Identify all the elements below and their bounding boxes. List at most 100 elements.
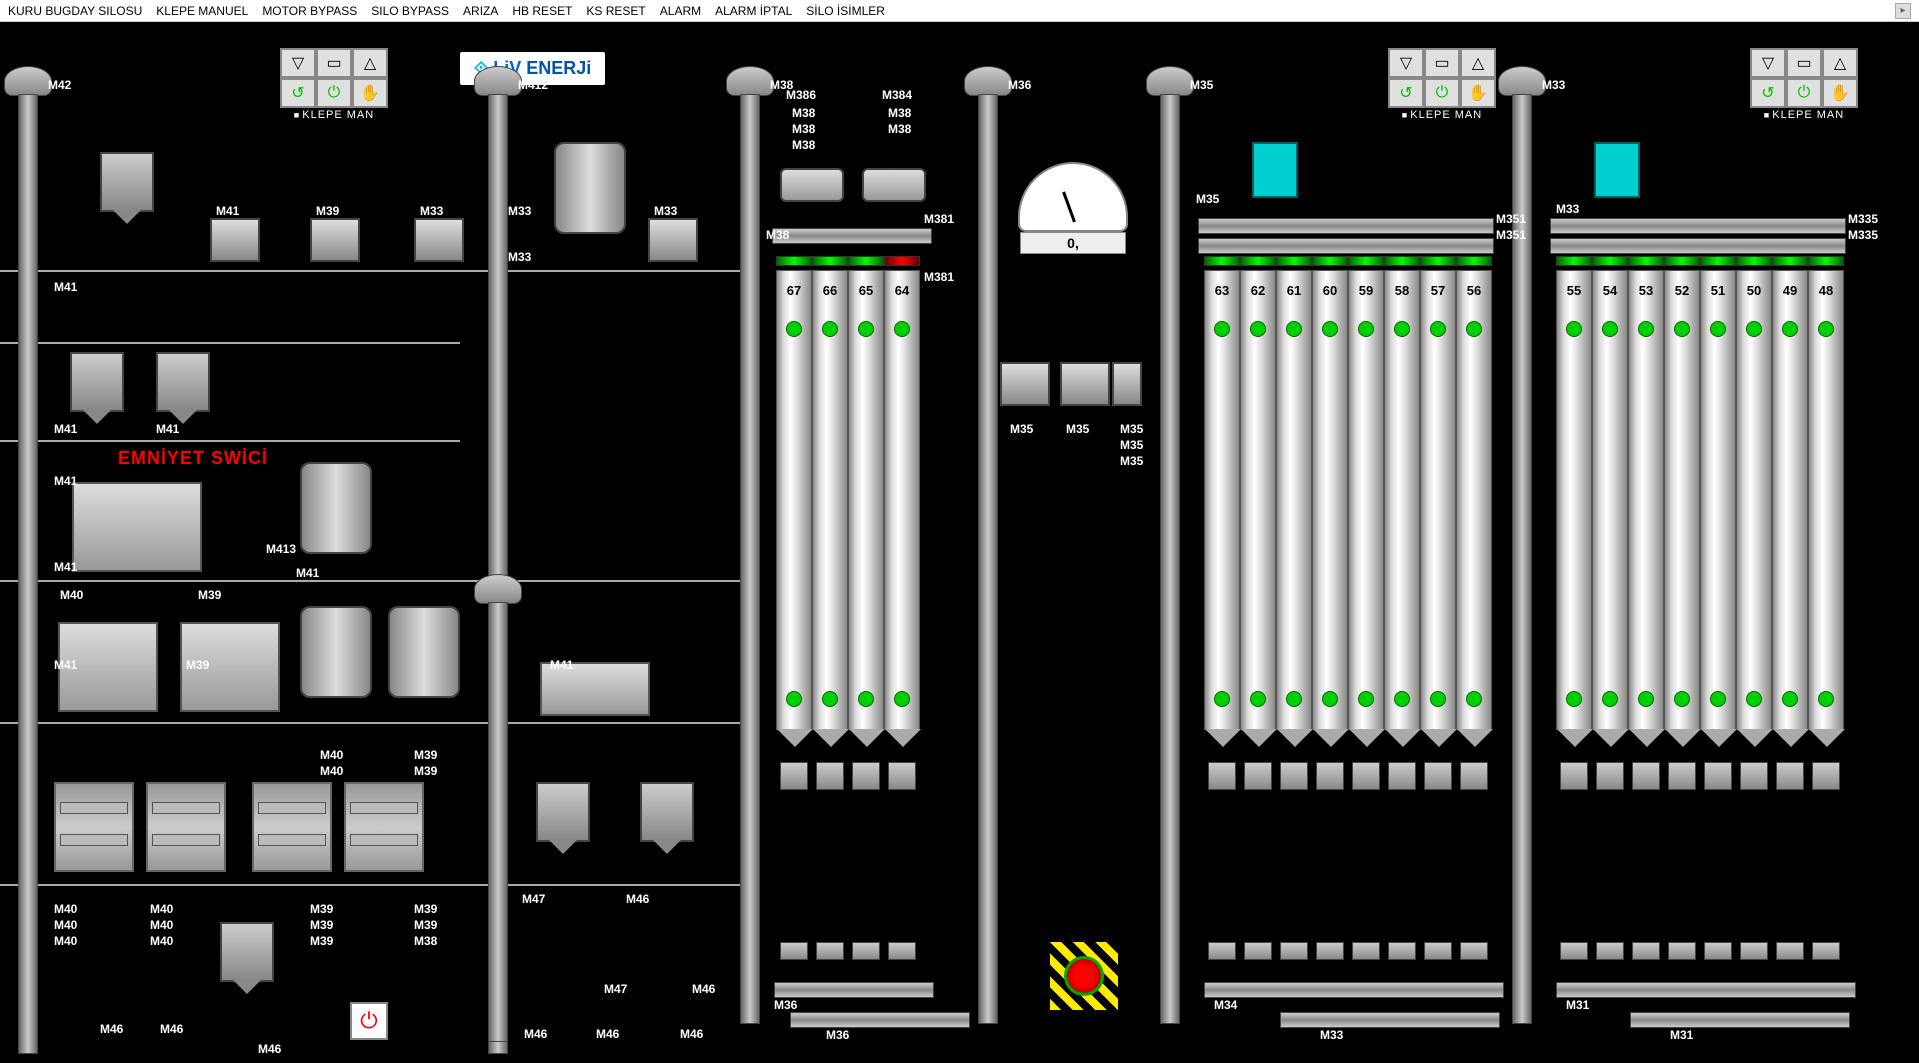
silo[interactable]: 60 (1312, 270, 1348, 730)
silo[interactable]: 59 (1348, 270, 1384, 730)
rotary-valve[interactable] (852, 942, 880, 960)
pump-m35b[interactable] (1060, 362, 1110, 406)
tank-t2[interactable] (388, 606, 460, 698)
rotary-valve[interactable] (1424, 942, 1452, 960)
tank-1[interactable] (554, 142, 626, 234)
elevator-head[interactable] (726, 66, 774, 96)
elevator-head[interactable] (474, 574, 522, 604)
discharge-valve[interactable] (1632, 762, 1660, 790)
conveyor-top-m38[interactable] (772, 228, 932, 244)
discharge-valve[interactable] (1704, 762, 1732, 790)
elevator-head[interactable] (1146, 66, 1194, 96)
discharge-valve[interactable] (1560, 762, 1588, 790)
power-button[interactable]: ⏻ (316, 78, 352, 108)
power-button[interactable]: ⏻ (1786, 78, 1822, 108)
klepe-up-button[interactable]: △ (352, 48, 388, 78)
elevator-column[interactable] (18, 94, 38, 1054)
discharge-valve[interactable] (1208, 762, 1236, 790)
hopper-a[interactable] (70, 352, 124, 412)
rotary-valve[interactable] (1352, 942, 1380, 960)
discharge-valve[interactable] (1460, 762, 1488, 790)
elevator-head[interactable] (1498, 66, 1546, 96)
conveyor-top-m35[interactable] (1198, 218, 1494, 234)
discharge-valve[interactable] (1812, 762, 1840, 790)
discharge-valve[interactable] (888, 762, 916, 790)
silo[interactable]: 67 (776, 270, 812, 730)
silo[interactable]: 50 (1736, 270, 1772, 730)
rotary-valve[interactable] (780, 942, 808, 960)
rotary-valve[interactable] (1560, 942, 1588, 960)
menu-item[interactable]: MOTOR BYPASS (262, 4, 357, 18)
klepe-stop-button[interactable]: ▭ (1424, 48, 1460, 78)
hopper-m42[interactable] (100, 152, 154, 212)
reset-button[interactable]: ↺ (1388, 78, 1424, 108)
discharge-valve[interactable] (1352, 762, 1380, 790)
motor-m33[interactable] (1594, 142, 1640, 198)
expand-arrow-icon[interactable]: ▸ (1895, 3, 1911, 19)
elevator-column[interactable] (740, 94, 760, 1024)
mill-rack-2[interactable] (146, 782, 226, 872)
rotary-valve[interactable] (1776, 942, 1804, 960)
silo[interactable]: 54 (1592, 270, 1628, 730)
discharge-valve[interactable] (1596, 762, 1624, 790)
conveyor-top-m335[interactable] (1550, 238, 1846, 254)
pump-m35c[interactable] (1112, 362, 1142, 406)
manual-button[interactable]: ✋ (1460, 78, 1496, 108)
elevator-head[interactable] (4, 66, 52, 96)
silo[interactable]: 52 (1664, 270, 1700, 730)
discharge-valve[interactable] (1668, 762, 1696, 790)
silo[interactable]: 62 (1240, 270, 1276, 730)
discharge-valve[interactable] (1316, 762, 1344, 790)
reset-button[interactable]: ↺ (1750, 78, 1786, 108)
mill-rack-3[interactable] (252, 782, 332, 872)
klepe-stop-button[interactable]: ▭ (316, 48, 352, 78)
mill-rack-1[interactable] (54, 782, 134, 872)
motor-m41[interactable] (210, 218, 260, 262)
motor-m33b[interactable] (648, 218, 698, 262)
rotary-valve[interactable] (1596, 942, 1624, 960)
pump-m35a[interactable] (1000, 362, 1050, 406)
conveyor-m31b[interactable] (1630, 1012, 1850, 1028)
silo[interactable]: 49 (1772, 270, 1808, 730)
sifter-1[interactable] (780, 168, 844, 202)
hopper-m46b[interactable] (220, 922, 274, 982)
motor-m35[interactable] (1252, 142, 1298, 198)
emergency-stop[interactable] (1050, 942, 1118, 1010)
discharge-valve[interactable] (1424, 762, 1452, 790)
rotary-valve[interactable] (1704, 942, 1732, 960)
klepe-stop-button[interactable]: △ (1822, 48, 1858, 78)
motor-m39[interactable] (310, 218, 360, 262)
menu-item[interactable]: ARIZA (463, 4, 498, 18)
hopper-m47[interactable] (536, 782, 590, 842)
motor-m33a[interactable] (414, 218, 464, 262)
silo[interactable]: 53 (1628, 270, 1664, 730)
klepe-down-button[interactable]: ▽ (1388, 48, 1424, 78)
klepe-up-button[interactable]: △ (1460, 48, 1496, 78)
discharge-valve[interactable] (1740, 762, 1768, 790)
silo[interactable]: 51 (1700, 270, 1736, 730)
rotary-valve[interactable] (816, 942, 844, 960)
rotary-valve[interactable] (1740, 942, 1768, 960)
silo[interactable]: 55 (1556, 270, 1592, 730)
reset-button[interactable]: ↺ (280, 78, 316, 108)
elevator-column[interactable] (488, 602, 508, 1042)
menu-item[interactable]: SİLO İSİMLER (806, 4, 885, 18)
conveyor-m36[interactable] (774, 982, 934, 998)
power-off-button[interactable]: ⏻ (350, 1002, 388, 1040)
discharge-valve[interactable] (1776, 762, 1804, 790)
conveyor-m31[interactable] (1556, 982, 1856, 998)
conveyor-m34[interactable] (1204, 982, 1504, 998)
elevator-head[interactable] (474, 66, 522, 96)
menu-item[interactable]: KLEPE MANUEL (156, 4, 248, 18)
klepe-down-button[interactable]: ▽ (280, 48, 316, 78)
discharge-valve[interactable] (852, 762, 880, 790)
rotary-valve[interactable] (1280, 942, 1308, 960)
silo[interactable]: 66 (812, 270, 848, 730)
tank-t1[interactable] (300, 606, 372, 698)
silo[interactable]: 65 (848, 270, 884, 730)
silo[interactable]: 57 (1420, 270, 1456, 730)
hopper-m46[interactable] (640, 782, 694, 842)
conveyor-m33[interactable] (1280, 1012, 1500, 1028)
discharge-valve[interactable] (1388, 762, 1416, 790)
rotary-valve[interactable] (1244, 942, 1272, 960)
